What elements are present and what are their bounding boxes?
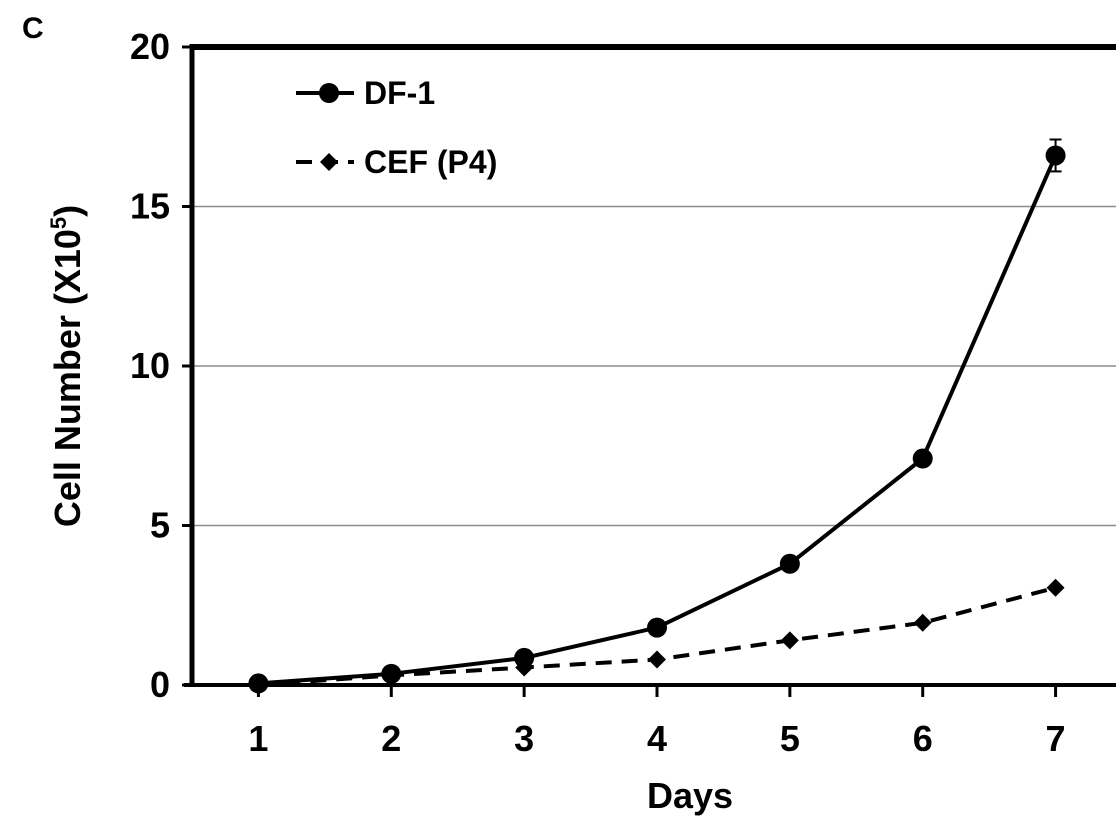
- y-axis-title-superscript: 5: [46, 217, 71, 229]
- x-tick-label-1: 1: [248, 718, 268, 759]
- series-2-point-7: [1046, 578, 1065, 597]
- gridlines: [192, 205, 1116, 527]
- y-axis-title-main: Cell Number (X10: [47, 229, 88, 527]
- series-1-point-6: [912, 448, 933, 469]
- x-tick-label-2: 2: [381, 718, 401, 759]
- series-2-point-1: [249, 676, 268, 694]
- legend-marker-1: [319, 83, 339, 103]
- axes: [182, 44, 1116, 697]
- legend-label-2: CEF (P4): [364, 144, 497, 180]
- legend-marker-2: [320, 153, 338, 171]
- y-axis-title-close: ): [47, 205, 88, 217]
- x-tick-label-4: 4: [647, 718, 667, 759]
- x-tick-label-3: 3: [514, 718, 534, 759]
- series-1-point-7: [1045, 145, 1066, 166]
- series-2-point-3: [515, 658, 534, 677]
- panel-label: C: [22, 12, 44, 45]
- x-tick-label-5: 5: [780, 718, 800, 759]
- x-tick-label-7: 7: [1046, 718, 1066, 759]
- series-layer: [248, 138, 1066, 694]
- x-axis-title: Days: [647, 775, 733, 816]
- legend: DF-1 CEF (P4): [296, 75, 497, 180]
- y-axis-title: Cell Number (X105): [46, 205, 88, 527]
- series-2-point-6: [913, 613, 932, 632]
- series-2-point-5: [780, 631, 799, 650]
- series-1-point-3: [514, 647, 535, 668]
- series-1-point-5: [779, 553, 800, 574]
- series-1-line: [258, 154, 1058, 686]
- series-2-point-2: [382, 666, 401, 685]
- y-tick-label-5: 5: [150, 505, 170, 546]
- series-1-point-4: [647, 617, 667, 638]
- y-tick-label-20: 20: [130, 26, 170, 67]
- tick-labels: 0 5 10 15 20 1 2 3 4 5 6 7: [130, 26, 1066, 759]
- series-2: [249, 578, 1065, 694]
- legend-label-1: DF-1: [364, 75, 435, 111]
- y-tick-label-0: 0: [150, 664, 170, 705]
- y-tick-label-15: 15: [130, 186, 170, 227]
- series-2-point-4: [648, 650, 666, 669]
- x-tick-label-6: 6: [913, 718, 933, 759]
- series-1: [248, 138, 1066, 694]
- y-tick-label-10: 10: [130, 345, 170, 386]
